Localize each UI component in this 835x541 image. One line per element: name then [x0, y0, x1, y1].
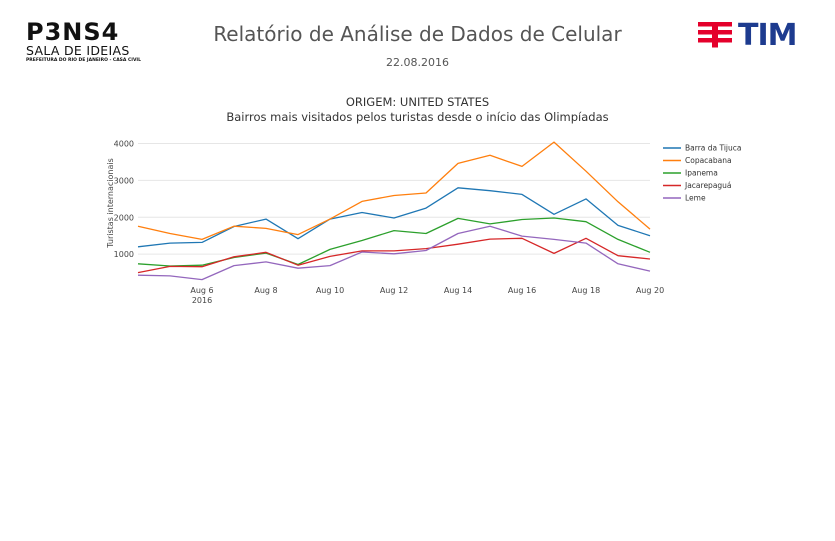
x-tick-label: Aug 6: [190, 286, 213, 295]
tim-logo: TIM: [698, 18, 810, 54]
legend-entry: Jacarepaguá: [684, 181, 732, 190]
y-tick-label: 2000: [114, 213, 134, 222]
chart-title-block: ORIGEM: UNITED STATES Bairros mais visit…: [0, 95, 835, 125]
logo-left-line2: SALA DE IDEIAS: [26, 43, 130, 58]
chart-subtitle: Bairros mais visitados pelos turistas de…: [226, 110, 609, 124]
x-tick-label: Aug 12: [380, 286, 408, 295]
p3ns4-logo: P3NS4 SALA DE IDEIAS PREFEITURA DO RIO D…: [26, 18, 141, 64]
chart-title: ORIGEM: UNITED STATES: [345, 95, 490, 109]
logo-left-line3: PREFEITURA DO RIO DE JANEIRO - CASA CIVI…: [26, 58, 141, 63]
y-axis-label: Turistas internacionais: [106, 158, 115, 249]
x-tick-label: Aug 10: [316, 286, 344, 295]
report-date: 22.08.2016: [386, 56, 449, 69]
series-line-jacarepagu-: [137, 237, 651, 274]
y-tick-label: 1000: [114, 250, 134, 259]
y-tick-label: 4000: [114, 140, 134, 149]
report-title: Relatório de Análise de Dados de Celular: [213, 22, 622, 46]
legend-entry: Ipanema: [685, 169, 718, 178]
legend-entry: Barra da Tijuca: [685, 144, 742, 153]
series-line-leme: [137, 225, 651, 281]
x-tick-label: Aug 16: [508, 286, 536, 295]
x-tick-label: Aug 18: [572, 286, 600, 295]
logo-left-line1: P3NS4: [26, 18, 120, 46]
series-line-barra-da-tijuca: [137, 187, 651, 248]
x-tick-label: Aug 20: [636, 286, 664, 295]
x-tick-label: Aug 14: [444, 286, 472, 295]
x-tick-label: Aug 8: [254, 286, 277, 295]
tim-logo-word: TIM: [738, 18, 797, 53]
x-tick-sublabel: 2016: [192, 296, 212, 305]
series-line-copacabana: [137, 141, 651, 241]
y-tick-label: 3000: [114, 176, 134, 185]
tim-logo-mark-icon: [698, 22, 732, 48]
legend-entry: Leme: [685, 194, 706, 203]
legend-entry: Copacabana: [685, 156, 732, 165]
